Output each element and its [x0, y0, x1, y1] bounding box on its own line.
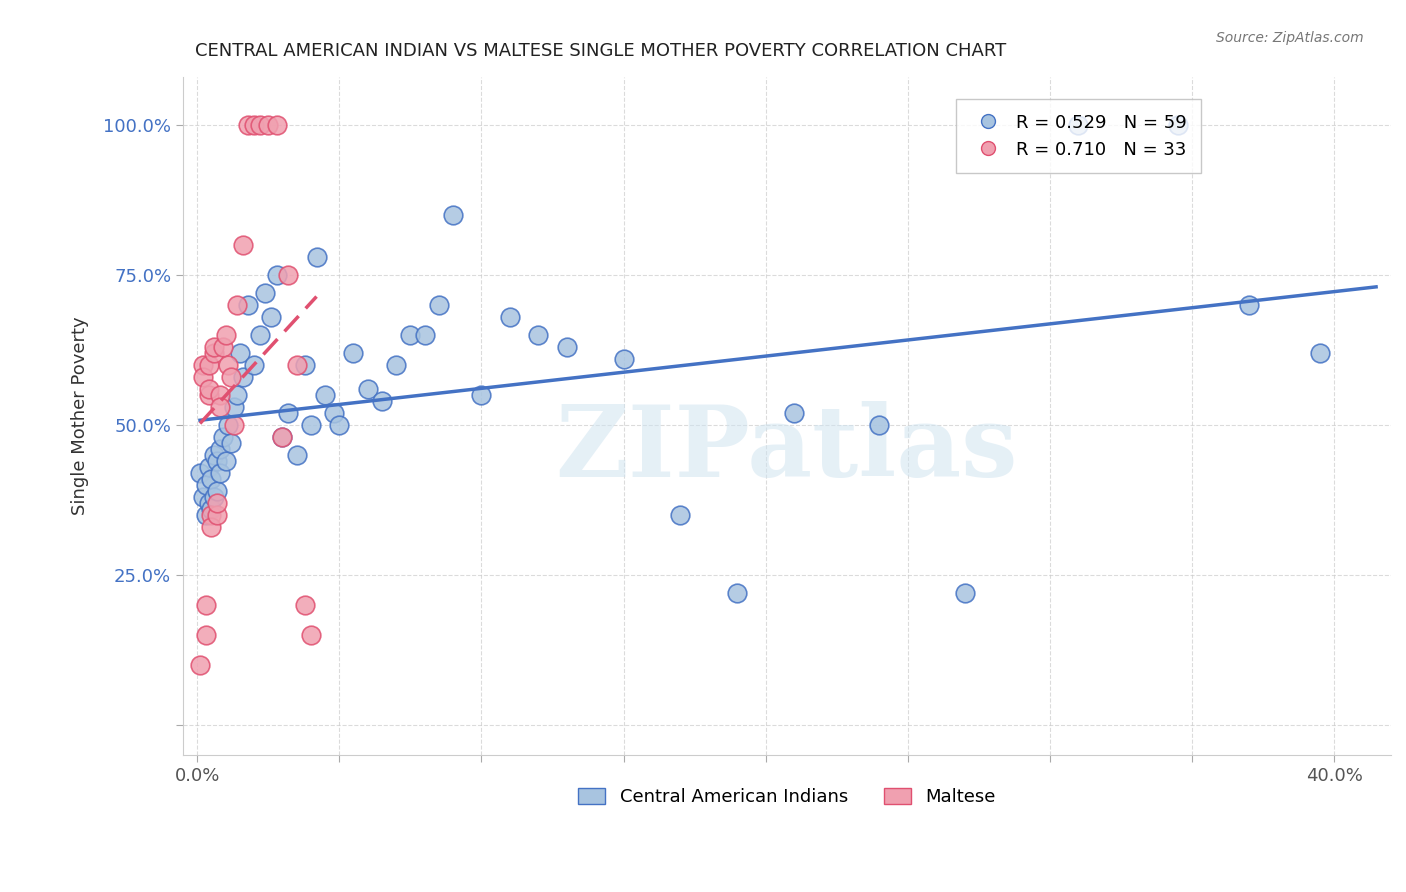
Point [208, 442, 231, 456]
Point [238, 298, 260, 312]
Point [299, 417, 322, 432]
Point [197, 358, 219, 372]
Point [194, 598, 217, 612]
Point [285, 448, 308, 462]
Point [226, 298, 249, 312]
Point [191, 490, 214, 504]
Point [314, 388, 336, 402]
Point [399, 327, 422, 342]
Point [555, 340, 578, 354]
Point [214, 454, 236, 468]
Point [202, 345, 225, 359]
Point [224, 400, 246, 414]
Point [197, 388, 219, 402]
Point [229, 345, 252, 359]
Point [285, 358, 308, 372]
Point [413, 327, 436, 342]
Point [197, 496, 219, 510]
Point [197, 382, 219, 396]
Point [1167, 118, 1189, 132]
Point [194, 508, 217, 522]
Point [205, 496, 228, 510]
Point [243, 118, 266, 132]
Point [214, 327, 236, 342]
Point [202, 490, 225, 504]
Point [208, 466, 231, 480]
Point [294, 598, 316, 612]
Point [357, 382, 380, 396]
Point [202, 340, 225, 354]
Legend: Central American Indians, Maltese: Central American Indians, Maltese [571, 781, 1002, 814]
Point [194, 628, 217, 642]
Point [219, 435, 242, 450]
Point [299, 628, 322, 642]
Point [266, 118, 288, 132]
Point [205, 483, 228, 498]
Point [217, 417, 239, 432]
Point [243, 358, 266, 372]
Point [232, 237, 254, 252]
Point [470, 388, 492, 402]
Point [427, 298, 450, 312]
Point [783, 406, 806, 420]
Point [238, 118, 260, 132]
Point [188, 657, 211, 672]
Point [305, 250, 328, 264]
Point [725, 586, 748, 600]
Text: Source: ZipAtlas.com: Source: ZipAtlas.com [1216, 31, 1364, 45]
Point [1237, 298, 1260, 312]
Point [277, 268, 299, 282]
Point [868, 417, 890, 432]
Point [271, 430, 294, 444]
Point [266, 268, 288, 282]
Point [342, 345, 364, 359]
Point [249, 327, 271, 342]
Point [224, 417, 246, 432]
Point [191, 369, 214, 384]
Point [200, 508, 222, 522]
Point [211, 430, 233, 444]
Point [669, 508, 692, 522]
Point [249, 118, 271, 132]
Point [260, 310, 283, 324]
Text: ZIPatlas: ZIPatlas [555, 401, 1018, 498]
Point [208, 400, 231, 414]
Point [385, 358, 408, 372]
Point [194, 477, 217, 491]
Point [211, 340, 233, 354]
Point [499, 310, 522, 324]
Point [1309, 345, 1331, 359]
Point [328, 417, 350, 432]
Point [1067, 118, 1090, 132]
Point [953, 586, 976, 600]
Point [200, 520, 222, 534]
Point [200, 501, 222, 516]
Point [226, 388, 249, 402]
Text: CENTRAL AMERICAN INDIAN VS MALTESE SINGLE MOTHER POVERTY CORRELATION CHART: CENTRAL AMERICAN INDIAN VS MALTESE SINGL… [195, 42, 1007, 60]
Point [257, 118, 280, 132]
Point [197, 459, 219, 474]
Point [612, 351, 634, 366]
Point [527, 327, 550, 342]
Point [219, 369, 242, 384]
Point [205, 508, 228, 522]
Y-axis label: Single Mother Poverty: Single Mother Poverty [72, 317, 89, 515]
Point [205, 454, 228, 468]
Point [232, 369, 254, 384]
Point [202, 448, 225, 462]
Point [294, 358, 316, 372]
Point [191, 358, 214, 372]
Point [254, 285, 277, 300]
Point [217, 358, 239, 372]
Point [200, 472, 222, 486]
Point [188, 466, 211, 480]
Point [271, 430, 294, 444]
Point [208, 388, 231, 402]
Point [371, 393, 394, 408]
Point [277, 406, 299, 420]
Point [322, 406, 344, 420]
Point [441, 208, 464, 222]
